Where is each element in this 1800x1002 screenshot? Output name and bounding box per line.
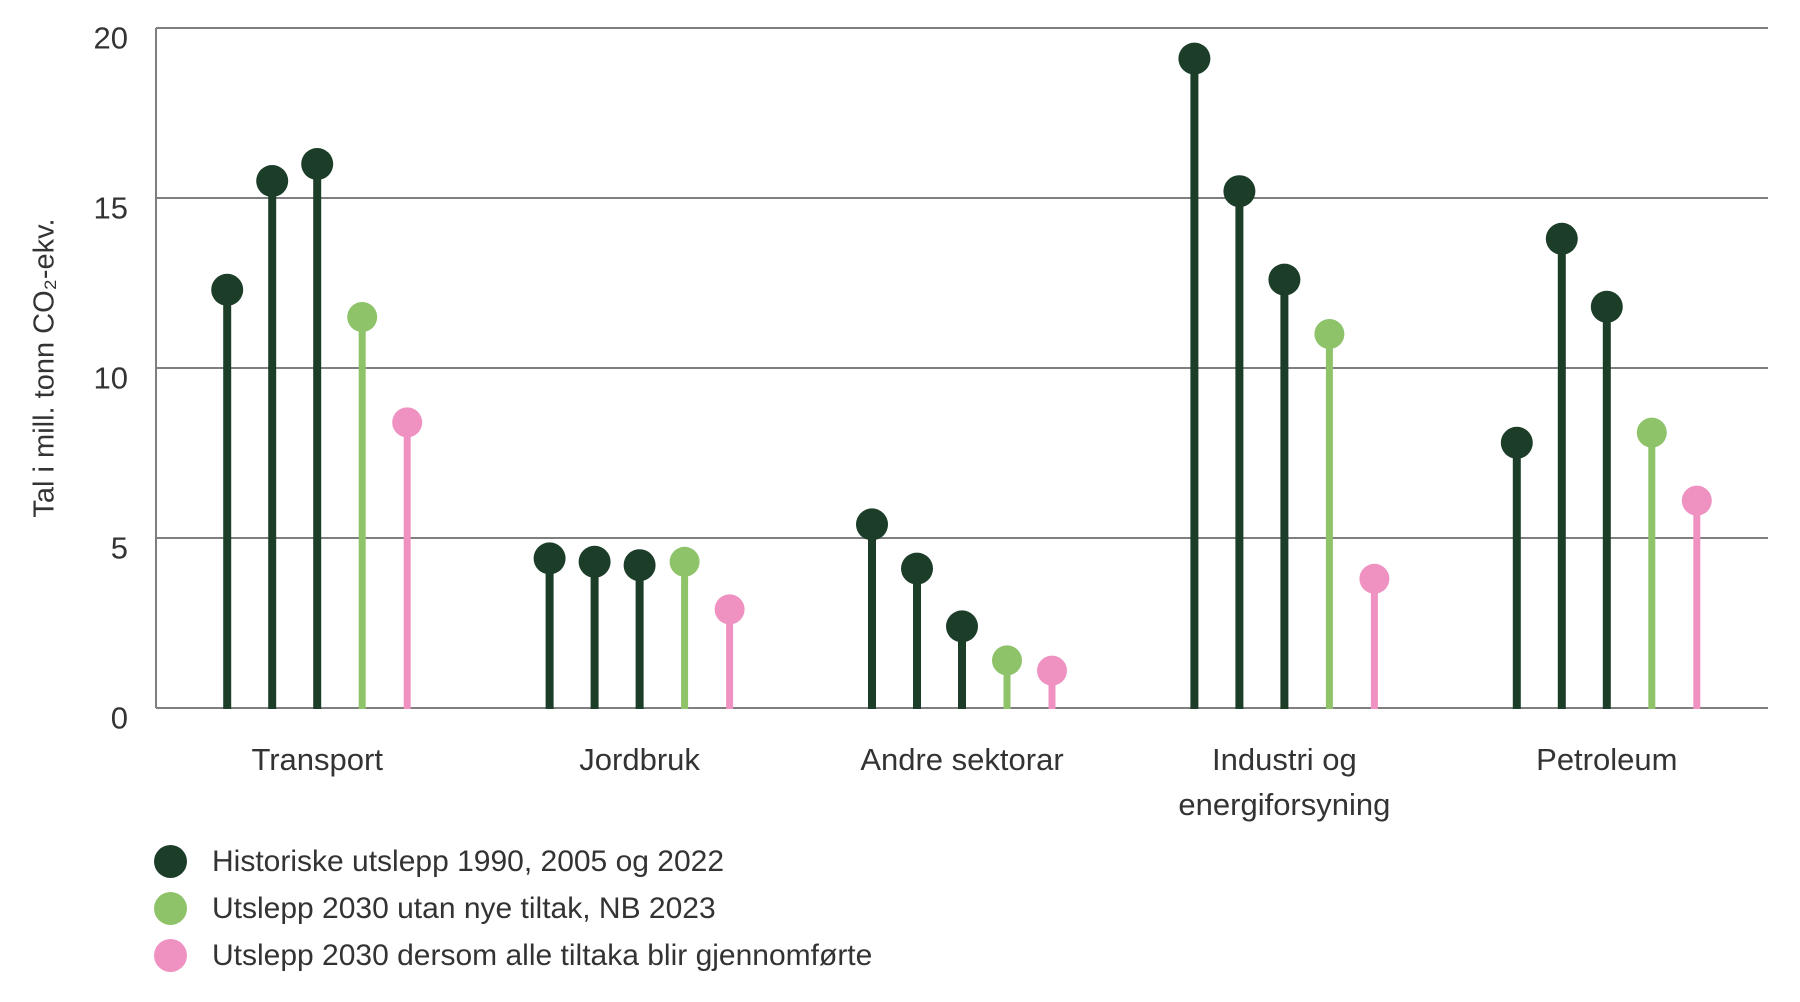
legend-item-all-measures: Utslepp 2030 dersom alle tiltaka blir gj…: [154, 939, 872, 972]
legend-dot-historical-icon: [154, 845, 187, 878]
dot-andre-sektorar-2022: [946, 610, 978, 643]
legend-item-no-new-measures: Utslepp 2030 utan nye tiltak, NB 2023: [154, 892, 872, 925]
dot-industri-og-energiforsyning-2030-med-tiltak: [1359, 563, 1390, 594]
dot-jordbruk-1990: [533, 542, 566, 575]
legend-item-historical: Historiske utslepp 1990, 2005 og 2022: [154, 845, 872, 878]
dot-industri-og-energiforsyning-2005: [1223, 175, 1256, 208]
legend-label-all-measures: Utslepp 2030 dersom alle tiltaka blir gj…: [212, 939, 873, 972]
dot-petroleum-1990: [1500, 426, 1533, 459]
legend: Historiske utslepp 1990, 2005 og 2022 Ut…: [154, 845, 872, 972]
dot-petroleum-2030-med-tiltak: [1681, 485, 1712, 516]
dot-andre-sektorar-1990: [856, 508, 888, 541]
x-category-label-petroleum: Petroleum: [1536, 742, 1677, 777]
y-tick-label-5: 5: [111, 531, 128, 566]
dot-transport-2022: [301, 148, 334, 180]
dot-jordbruk-2030-med-tiltak: [714, 594, 745, 625]
x-category-label-industri-og-energiforsyning-line2: energiforsyning: [1178, 787, 1390, 822]
y-tick-label-20: 20: [94, 21, 128, 56]
dot-industri-og-energiforsyning-2030-utan-tiltak: [1314, 319, 1345, 349]
y-tick-label-10: 10: [94, 361, 128, 396]
legend-dot-no-new-measures-icon: [154, 892, 187, 925]
dot-transport-2030-med-tiltak: [392, 407, 423, 438]
dot-andre-sektorar-2030-utan-tiltak: [992, 645, 1022, 676]
dot-industri-og-energiforsyning-1990: [1178, 42, 1211, 75]
dot-petroleum-2005: [1545, 222, 1578, 255]
dot-andre-sektorar-2005: [901, 552, 933, 585]
x-category-label-industri-og-energiforsyning: Industri og: [1212, 742, 1357, 777]
dot-petroleum-2022: [1590, 290, 1623, 323]
y-tick-label-0: 0: [111, 701, 128, 736]
dot-jordbruk-2005: [578, 545, 611, 578]
dot-jordbruk-2022: [623, 549, 656, 582]
legend-label-historical: Historiske utslepp 1990, 2005 og 2022: [212, 845, 725, 878]
dot-andre-sektorar-2030-med-tiltak: [1037, 655, 1067, 686]
x-category-label-transport: Transport: [251, 742, 383, 777]
dot-jordbruk-2030-utan-tiltak: [669, 546, 700, 577]
legend-dot-all-measures-icon: [154, 939, 187, 972]
dot-transport-2005: [256, 165, 289, 197]
x-category-label-jordbruk: Jordbruk: [579, 742, 700, 777]
y-tick-label-15: 15: [94, 191, 128, 226]
dot-transport-2030-utan-tiltak: [347, 302, 378, 332]
legend-label-no-new-measures: Utslepp 2030 utan nye tiltak, NB 2023: [212, 892, 716, 925]
dot-industri-og-energiforsyning-2022: [1268, 263, 1301, 296]
x-category-label-andre-sektorar: Andre sektorar: [860, 742, 1063, 777]
dot-transport-1990: [211, 273, 244, 306]
dot-petroleum-2030-utan-tiltak: [1636, 417, 1667, 448]
